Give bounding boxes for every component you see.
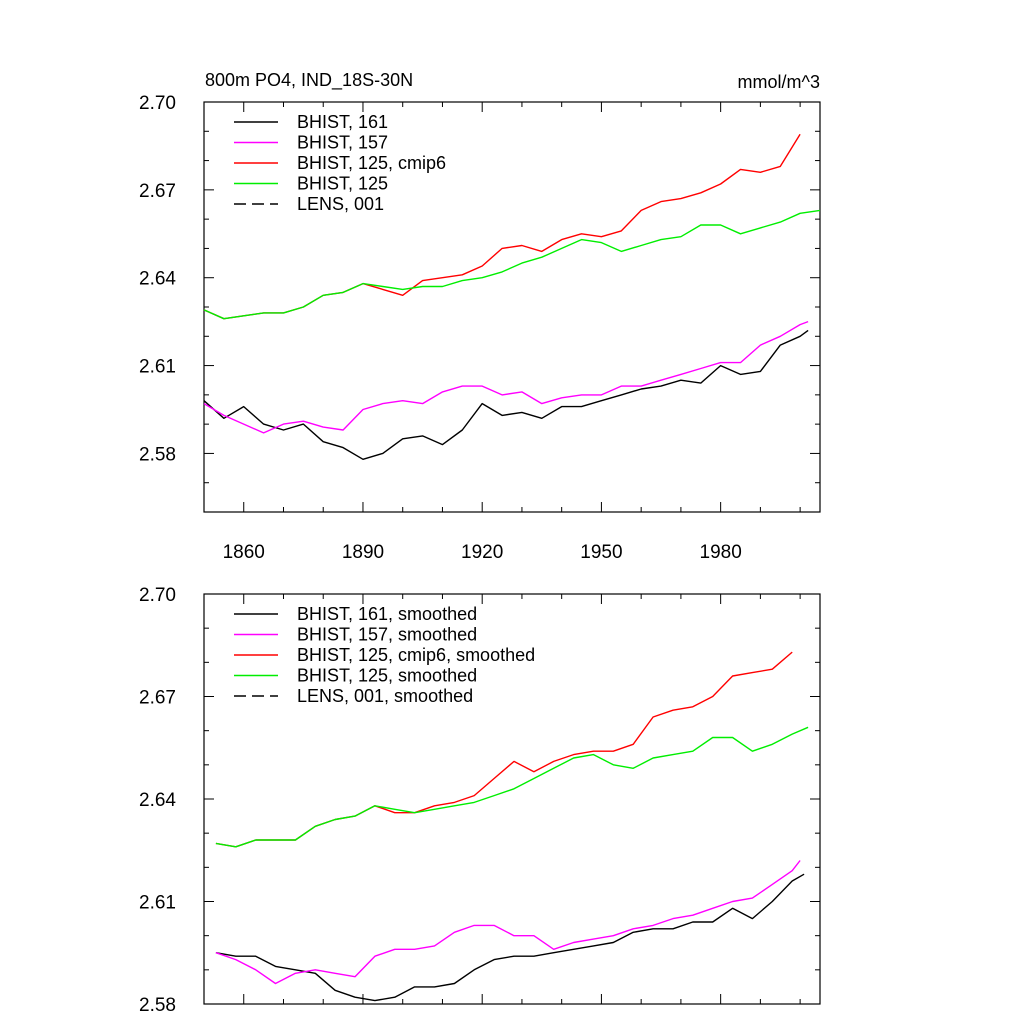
legend-label: LENS, 001: [297, 194, 384, 214]
series-line-3: [203, 209, 821, 320]
top-panel-units: mmol/m^3: [738, 72, 820, 92]
x-tick-label: 1980: [700, 542, 742, 563]
bottom-panel: 2.58 2.61 2.64 2.67 2.70 BHIST, 161, smoothe…: [139, 585, 821, 1016]
legend-label: BHIST, 157, smoothed: [297, 625, 477, 645]
top-axes: 1860 1890 1920 1950 1980 2.58 2.61 2.64 2.67 2.70: [139, 93, 820, 563]
y-tick-label: 2.70: [139, 585, 176, 606]
series-line-1: [203, 320, 809, 434]
x-tick-label: 1920: [461, 542, 503, 563]
series-line-1: [215, 860, 801, 985]
x-tick-label: 1890: [342, 542, 384, 563]
legend-label: BHIST, 125, cmip6: [297, 153, 446, 173]
y-tick-label: 2.61: [139, 357, 176, 378]
series-line-0: [215, 873, 805, 1002]
legend-label: BHIST, 125, cmip6, smoothed: [297, 645, 535, 665]
y-tick-label: 2.70: [139, 93, 176, 114]
top-series-group: [203, 133, 821, 460]
series-line-3: [215, 726, 809, 848]
y-tick-label: 2.64: [139, 269, 176, 290]
y-tick-label: 2.64: [139, 790, 176, 811]
series-line-2: [203, 133, 801, 320]
x-tick-label: 1860: [223, 542, 265, 563]
y-tick-label: 2.61: [139, 893, 176, 914]
x-tick-label: 1950: [580, 542, 622, 563]
legend-label: BHIST, 161: [297, 112, 388, 132]
legend-label: BHIST, 161, smoothed: [297, 604, 477, 624]
legend-label: BHIST, 125, smoothed: [297, 666, 477, 686]
top-panel: 800m PO4, IND_18S-30N mmol/m^3 1860 1890 1…: [139, 70, 821, 563]
y-tick-label: 2.58: [139, 995, 176, 1016]
legend-label: BHIST, 157: [297, 133, 388, 153]
y-tick-label: 2.58: [139, 444, 176, 465]
top-panel-title: 800m PO4, IND_18S-30N: [205, 70, 413, 91]
y-tick-label: 2.67: [139, 181, 176, 202]
y-tick-label: 2.67: [139, 688, 176, 709]
legend-label: LENS, 001, smoothed: [297, 686, 473, 706]
bottom-series-group: [215, 651, 809, 1002]
bottom-axes: 2.58 2.61 2.64 2.67 2.70: [139, 585, 820, 1016]
legend-label: BHIST, 125: [297, 174, 388, 194]
series-line-0: [203, 329, 809, 460]
